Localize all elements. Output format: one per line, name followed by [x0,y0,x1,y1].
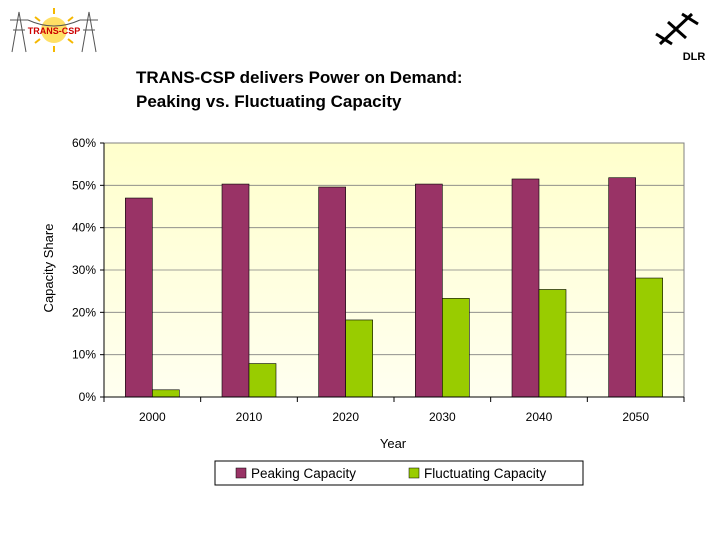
x-tick-label: 2020 [332,410,359,424]
legend-box [214,460,584,486]
title-line-1: TRANS-CSP delivers Power on Demand: [136,68,463,87]
legend-swatch-peaking [235,467,247,479]
bar-fluctuating-2020 [345,319,373,398]
x-tick-label: 2040 [526,410,553,424]
legend-label-fluctuating: Fluctuating Capacity [424,466,547,481]
y-tick-label: 10% [72,348,96,362]
bar-peaking-2020 [318,186,346,398]
title-line-2: Peaking vs. Fluctuating Capacity [136,92,402,111]
y-tick-label: 0% [79,390,97,404]
x-axis-title: Year [380,436,407,451]
logo-left-text: TRANS-CSP [28,26,81,36]
logo-right-text: DLR [683,51,706,63]
bar-peaking-2030 [415,183,443,398]
y-tick-label: 20% [72,305,96,319]
dlr-logo: DLR [650,10,710,69]
y-tick-label: 40% [72,221,96,235]
legend: Peaking Capacity Fluctuating Capacity [214,460,584,486]
bar-fluctuating-2000 [152,389,180,398]
y-tick-label: 30% [72,263,96,277]
bar-peaking-2050 [608,177,636,398]
legend-swatch-fluctuating [408,467,420,479]
x-tick-label: 2030 [429,410,456,424]
bar-fluctuating-2010 [248,363,277,398]
axes [100,142,685,402]
x-tick-label: 2050 [622,410,649,424]
y-tick-label: 60% [72,136,96,150]
y-tick-label: 50% [72,178,96,192]
x-tick-label: 2010 [236,410,263,424]
bar-fluctuating-2050 [635,277,663,398]
bar-peaking-2040 [511,178,540,398]
x-tick-label: 2000 [139,410,166,424]
y-axis-title: Capacity Share [41,224,56,313]
bar-fluctuating-2030 [442,298,470,398]
bar-peaking-2010 [221,183,250,398]
power-pylon-icon [10,11,98,53]
bar-fluctuating-2040 [538,289,567,398]
y-tick-labels: 0% 10% 20% 30% 40% 50% 60% [72,136,96,404]
sun-icon [34,8,74,52]
gridlines [104,142,684,356]
bar-peaking-2000 [125,197,153,398]
bars [125,177,663,398]
trans-csp-logo: TRANS-CSP [4,4,104,61]
slide-title: TRANS-CSP delivers Power on Demand: Peak… [136,66,656,114]
x-tick-labels: 2000 2010 2020 2030 2040 2050 [139,410,649,424]
dlr-emblem-icon [655,12,699,46]
legend-label-peaking: Peaking Capacity [251,466,356,481]
